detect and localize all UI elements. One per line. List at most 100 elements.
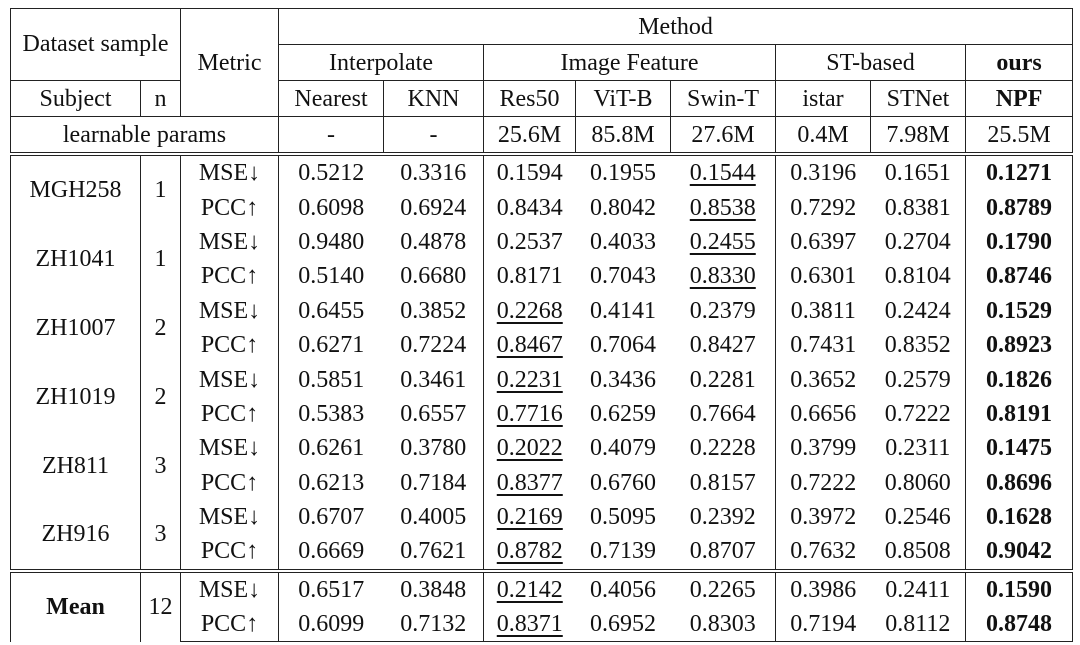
- value-text: 0.7292: [790, 194, 857, 221]
- value-cell: 0.6301: [776, 259, 871, 293]
- value-text: 0.1628: [986, 504, 1053, 531]
- value-cell: 0.8696: [965, 465, 1074, 500]
- value-text: 0.7632: [790, 538, 857, 565]
- value-text: 0.6213: [298, 469, 365, 496]
- param-cell: 7.98M: [870, 116, 967, 155]
- value-text: 0.7222: [884, 400, 951, 427]
- data-row: ZH1041 1 MSE↓ 0.9480 0.4878 0.2537 0.4033 0.245…: [10, 224, 1074, 294]
- value-cell: 0.6099: [278, 607, 384, 643]
- param-cell: 25.6M: [483, 116, 577, 155]
- value-text: 0.1651: [884, 160, 951, 187]
- value-text: 0.6301: [790, 263, 857, 290]
- value-cell: 0.8427: [670, 327, 777, 363]
- value-cell: 0.2424: [870, 293, 967, 328]
- value-cell: 0.8381: [870, 190, 967, 225]
- value-text: 0.3799: [790, 435, 857, 462]
- value-cell: 0.2268: [484, 294, 576, 328]
- value-cell: 0.8377: [484, 466, 576, 500]
- value-text: 0.6656: [790, 400, 857, 427]
- value-text: 0.7716: [496, 400, 563, 427]
- header-cell: Method: [278, 8, 1074, 45]
- data-row: PCC↑ 0.6098 0.6924 0.8434 0.8042 0.8538 0.7292…: [11, 190, 1074, 225]
- value-cell: 0.1955: [575, 151, 671, 191]
- value-cell: 0.5095: [576, 500, 671, 534]
- value-text: 0.8427: [689, 332, 756, 359]
- n-cell: 1: [140, 152, 182, 225]
- value-cell: 0.1790: [965, 224, 1074, 260]
- data-row: PCC↑ 0.5140 0.6680 0.8171 0.7043 0.8330 0.6301…: [11, 259, 1074, 294]
- value-text: 0.6707: [298, 504, 365, 531]
- value-text: 0.8467: [496, 332, 563, 359]
- param-cell: 27.6M: [670, 116, 777, 155]
- value-text: 0.2537: [496, 228, 563, 255]
- header-row: learnable params - -25.6M 85.8M 27.6M 0.4M 7.…: [9, 116, 1074, 155]
- value-cell: 0.7224: [383, 327, 485, 363]
- value-text: 0.8923: [986, 332, 1053, 359]
- n-cell: 2: [140, 362, 182, 432]
- metric-cell: PCC↑: [180, 190, 280, 225]
- value-cell: 0.8789: [965, 190, 1074, 225]
- value-cell: 0.1544: [670, 151, 777, 191]
- value-cell: 0.3848: [383, 568, 485, 608]
- table-body: Dataset sample Metric Method Interpolate…: [9, 8, 1074, 643]
- value-text: 0.8330: [689, 263, 756, 290]
- value-text: 0.2268: [496, 297, 563, 324]
- value-cell: 0.1594: [483, 151, 576, 191]
- value-text: 0.7664: [689, 400, 756, 427]
- value-cell: 0.7621: [383, 534, 485, 571]
- value-cell: 0.3852: [383, 293, 485, 328]
- value-cell: 0.6397: [776, 225, 871, 259]
- value-cell: 0.3811: [776, 294, 871, 328]
- value-text: 0.6924: [400, 194, 467, 221]
- n-cell: 3: [140, 431, 182, 500]
- value-cell: 0.4079: [576, 431, 671, 465]
- value-text: 0.7222: [790, 469, 857, 496]
- subject-cell: ZH1041: [10, 224, 141, 294]
- value-text: 0.8434: [496, 194, 563, 221]
- method-cell: NPF: [965, 80, 1074, 117]
- value-cell: 0.6680: [383, 259, 485, 294]
- header-cell: Subject: [10, 80, 141, 117]
- method-cell: Res50: [483, 80, 577, 117]
- value-text: 0.5095: [590, 504, 657, 531]
- value-cell: 0.8157: [670, 465, 777, 500]
- data-row: ZH1019 2 MSE↓ 0.5851 0.3461 0.2231 0.3436 0.228…: [10, 362, 1074, 432]
- value-text: 0.4005: [400, 504, 467, 531]
- value-cell: 0.4005: [383, 499, 485, 535]
- value-cell: 0.6259: [576, 397, 671, 431]
- data-row: PCC↑ 0.6669 0.7621 0.8782 0.7139 0.8707 0.7632…: [11, 534, 1074, 571]
- value-text: 0.7132: [400, 611, 467, 638]
- value-cell: 0.3986: [775, 568, 871, 608]
- value-text: 0.3461: [400, 366, 467, 393]
- value-text: 0.7184: [400, 469, 467, 496]
- value-cell: 0.2228: [670, 431, 777, 466]
- value-cell: 0.2455: [670, 224, 777, 260]
- header-row: Subject n Nearest KNN Res50 ViT-B Swin-T ista…: [10, 80, 1074, 117]
- value-cell: 0.1651: [870, 151, 967, 191]
- value-text: 0.9480: [298, 228, 365, 255]
- value-text: 0.1790: [986, 228, 1053, 255]
- value-text: 0.3986: [790, 576, 857, 603]
- value-text: 0.2169: [496, 504, 563, 531]
- value-text: 0.5212: [298, 160, 365, 187]
- value-cell: 0.6098: [279, 190, 384, 224]
- n-cell: 12: [140, 568, 182, 642]
- value-text: 0.9042: [986, 538, 1053, 565]
- value-text: 0.7043: [590, 263, 657, 290]
- subject-cell: MGH258: [10, 152, 141, 225]
- value-cell: 0.8371: [483, 607, 576, 643]
- value-cell: 0.2311: [870, 431, 967, 466]
- metric-cell: PCC↑: [180, 327, 280, 363]
- value-cell: 0.6669: [279, 534, 384, 570]
- method-cell: istar: [775, 80, 872, 117]
- value-cell: 0.8538: [670, 190, 777, 225]
- group-cell: ST-based: [775, 44, 967, 81]
- value-text: 0.1826: [986, 366, 1053, 393]
- value-text: 0.3972: [790, 504, 857, 531]
- metric-cell: MSE↓: [180, 362, 280, 397]
- value-text: 0.8748: [986, 611, 1053, 638]
- value-text: 0.6952: [590, 611, 657, 638]
- value-cell: 0.8171: [484, 259, 576, 293]
- value-cell: 0.4878: [383, 224, 485, 260]
- value-cell: 0.4141: [576, 294, 671, 328]
